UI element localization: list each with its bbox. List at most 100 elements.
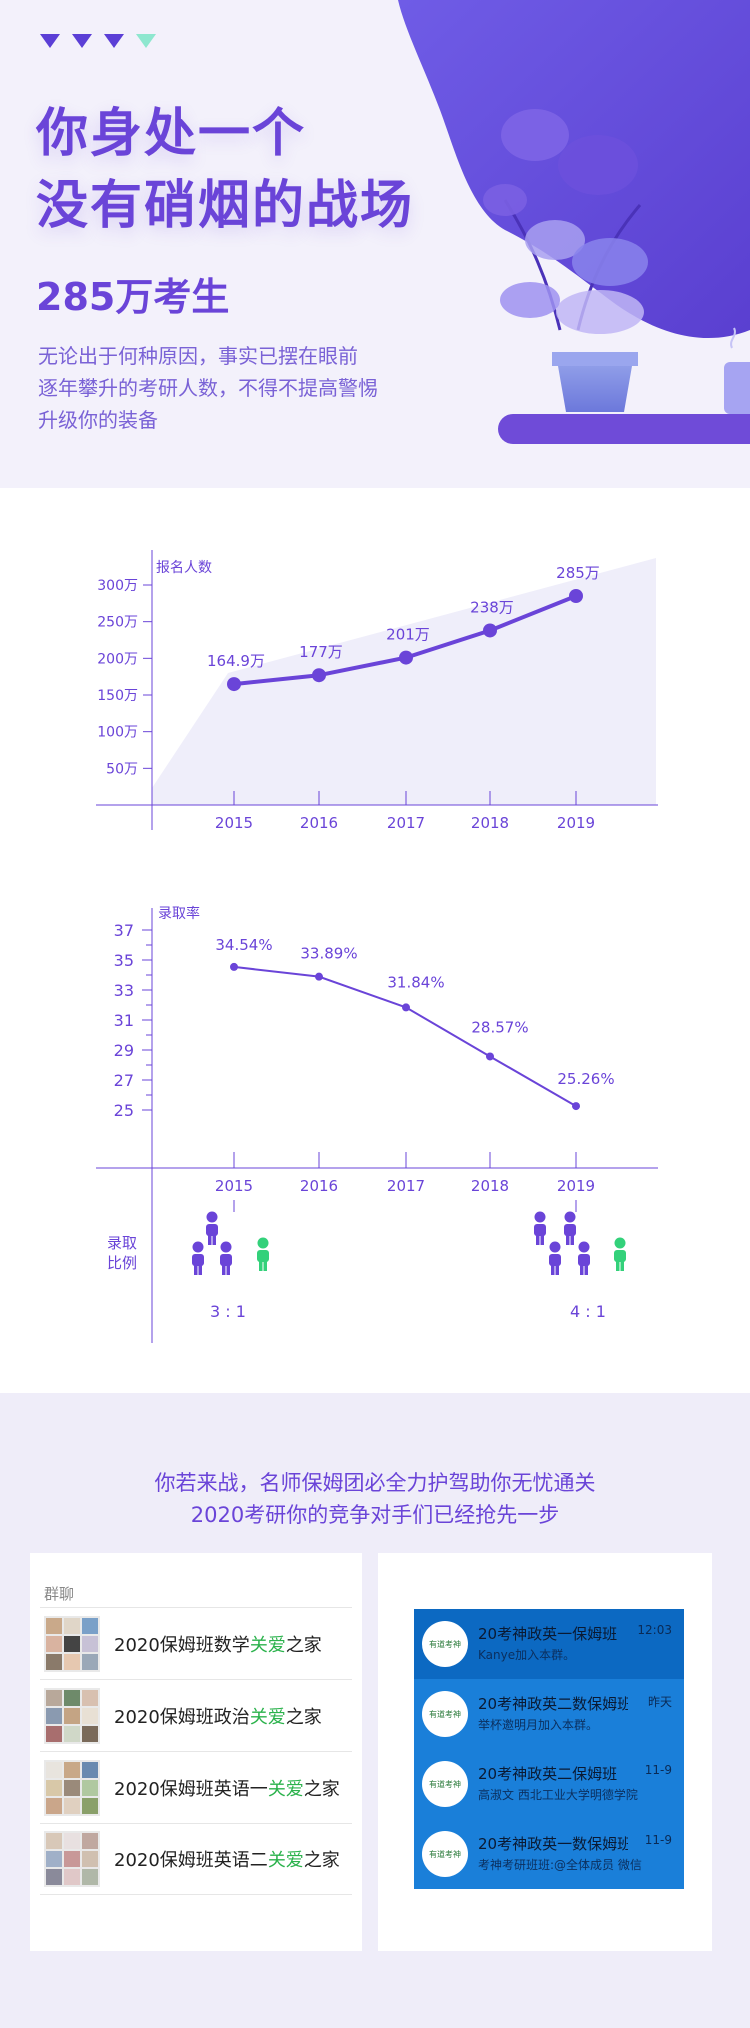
person-icon <box>220 1241 232 1253</box>
data-point <box>315 972 323 981</box>
data-point <box>486 1052 494 1061</box>
data-label: 28.57% <box>471 1018 528 1036</box>
group-avatar <box>44 1615 100 1672</box>
person-icon-leg <box>620 1261 624 1271</box>
data-label: 33.89% <box>300 945 357 963</box>
person-icon-leg <box>226 1265 230 1275</box>
data-point <box>312 668 326 683</box>
hero-title: 你身处一个 没有硝烟的战场 <box>36 98 414 242</box>
person-icon-leg <box>222 1265 226 1275</box>
x-tick-label: 2017 <box>387 1177 425 1195</box>
person-icon-body <box>614 1250 626 1262</box>
person-icon-leg <box>616 1261 620 1271</box>
charts-canvas: 报名人数 50万 100万 150万 200万 250万 300万 2015 2016 2017 2… <box>96 550 658 1343</box>
qq-chat-time: 11-9 <box>644 1763 672 1777</box>
person-icon-leg <box>570 1235 574 1245</box>
group-name-text: 2020保姆班政治 <box>114 1706 250 1728</box>
person-icon <box>578 1241 590 1253</box>
group-name-highlight: 关爱 <box>249 1634 286 1656</box>
group-name-text: 2020保姆班英语一 <box>114 1778 268 1800</box>
y-tick-label: 31 <box>114 1011 134 1030</box>
qq-chat-item[interactable]: 有道考神 20考神政英一保姆班 12:03 Kanye加入本群。 <box>414 1609 684 1679</box>
hero-stat: 285万考生 <box>36 275 230 319</box>
x-tick-label: 2015 <box>215 814 253 832</box>
qq-chat-item[interactable]: 有道考神 20考神政英二数保姆班 昨天 举杯邀明月加入本群。 <box>414 1679 684 1749</box>
x-tick-label: 2016 <box>300 814 338 832</box>
ratio-label: 录取 <box>107 1234 137 1252</box>
person-icon-body <box>564 1224 576 1236</box>
y-tick-label: 100万 <box>97 725 138 741</box>
hero-title-line: 你身处一个 <box>36 104 307 164</box>
person-icon-body <box>220 1254 232 1266</box>
y-tick-label: 29 <box>114 1041 134 1060</box>
hero-description: 无论出于何种原因，事实已摆在眼前 逐年攀升的考研人数，不得不提高警惕 升级你的装… <box>38 340 378 436</box>
group-name-text: 之家 <box>285 1706 322 1728</box>
group-logo: 有道考神 <box>422 1831 468 1877</box>
triangle-icon <box>104 34 124 48</box>
person-icon-body <box>192 1254 204 1266</box>
y-tick-label: 200万 <box>97 651 138 667</box>
qq-chat-text: 20考神政英一保姆班 12:03 Kanye加入本群。 <box>478 1621 676 1667</box>
group-list-item[interactable]: 2020保姆班政治关爱之家 <box>40 1679 352 1751</box>
group-name: 2020保姆班政治关爱之家 <box>114 1703 322 1729</box>
data-label: 25.26% <box>557 1070 614 1088</box>
person-icon-body <box>257 1250 269 1262</box>
y-tick-label: 37 <box>114 921 134 940</box>
hero-illustration <box>398 0 750 444</box>
person-icon <box>549 1241 561 1253</box>
ratio-label: 比例 <box>107 1254 137 1272</box>
qq-chat-title: 20考神政英二数保姆班 <box>478 1695 628 1713</box>
group-avatar <box>44 1831 100 1887</box>
person-icon <box>257 1237 269 1249</box>
triangle-icon <box>40 34 60 48</box>
group-logo: 有道考神 <box>422 1761 468 1807</box>
groups-section: 你若来战，名师保姆团必全力护驾助你无忧通关 2020考研你的竞争对手们已经抢先一… <box>0 1393 750 2028</box>
data-label: 201万 <box>386 626 430 644</box>
group-name: 2020保姆班英语一关爱之家 <box>114 1775 340 1801</box>
hero-title-line: 没有硝烟的战场 <box>36 176 415 236</box>
qq-chat-preview: 高淑文 西北工业大学明德学院 <box>478 1788 638 1802</box>
group-avatar <box>44 1759 100 1816</box>
group-name: 2020保姆班数学关爱之家 <box>114 1631 322 1657</box>
y-tick-label: 50万 <box>106 761 138 777</box>
y-tick-label: 300万 <box>97 578 138 594</box>
person-icon-leg <box>584 1265 588 1275</box>
qq-chat-item[interactable]: 有道考神 20考神政英一数保姆班 11-9 考神考研班班:@全体成员 微信 <box>414 1819 684 1889</box>
person-icon-leg <box>566 1235 570 1245</box>
data-point <box>569 589 583 603</box>
group-logo: 有道考神 <box>422 1621 468 1667</box>
triangle-icon <box>136 34 156 48</box>
person-icon-leg <box>555 1265 559 1275</box>
group-list-label: 群聊 <box>44 1585 75 1603</box>
person-icon-body <box>534 1224 546 1236</box>
section-heading: 你若来战，名师保姆团必全力护驾助你无忧通关 2020考研你的竞争对手们已经抢先一… <box>0 1467 750 1531</box>
qq-groups-card: 有道考神 20考神政英一保姆班 12:03 Kanye加入本群。 有道考神 20… <box>378 1553 712 1951</box>
group-name-text: 2020保姆班英语二 <box>114 1850 268 1871</box>
person-icon-leg <box>259 1261 263 1271</box>
group-list-item[interactable]: 2020保姆班数学关爱之家 <box>40 1607 352 1679</box>
qq-chat-title: 20考神政英二保姆班 <box>478 1765 618 1783</box>
data-point <box>227 677 241 692</box>
data-label: 164.9万 <box>207 652 265 670</box>
wechat-groups-card: 群聊 2020保姆班数学关爱之家 2020保姆班政治关爱之家 <box>30 1553 362 1951</box>
person-icon <box>534 1211 546 1223</box>
qq-chat-list: 有道考神 20考神政英一保姆班 12:03 Kanye加入本群。 有道考神 20… <box>414 1609 684 1889</box>
x-tick-label: 2015 <box>215 1177 253 1195</box>
data-point <box>572 1102 580 1111</box>
person-icon-leg <box>580 1265 584 1275</box>
ratio-value: 3 : 1 <box>210 1302 246 1321</box>
qq-chat-preview: 举杯邀明月加入本群。 <box>478 1718 599 1732</box>
data-point <box>483 623 497 638</box>
group-list-item[interactable]: 2020保姆班英语二关爱之家 <box>40 1823 352 1895</box>
group-list-item[interactable]: 2020保姆班英语一关爱之家 <box>40 1751 352 1823</box>
person-icon <box>206 1211 218 1223</box>
group-name-text: 之家 <box>303 1850 340 1871</box>
person-icon-body <box>578 1254 590 1266</box>
qq-chat-text: 20考神政英二数保姆班 昨天 举杯邀明月加入本群。 <box>478 1691 676 1737</box>
data-point <box>399 650 413 665</box>
y-tick-label: 25 <box>114 1101 134 1120</box>
qq-chat-item[interactable]: 有道考神 20考神政英二保姆班 11-9 高淑文 西北工业大学明德学院 <box>414 1749 684 1819</box>
y-tick-label: 35 <box>114 951 134 970</box>
group-name-highlight: 关爱 <box>249 1706 286 1728</box>
group-name: 2020保姆班英语二关爱之家 <box>114 1846 340 1872</box>
